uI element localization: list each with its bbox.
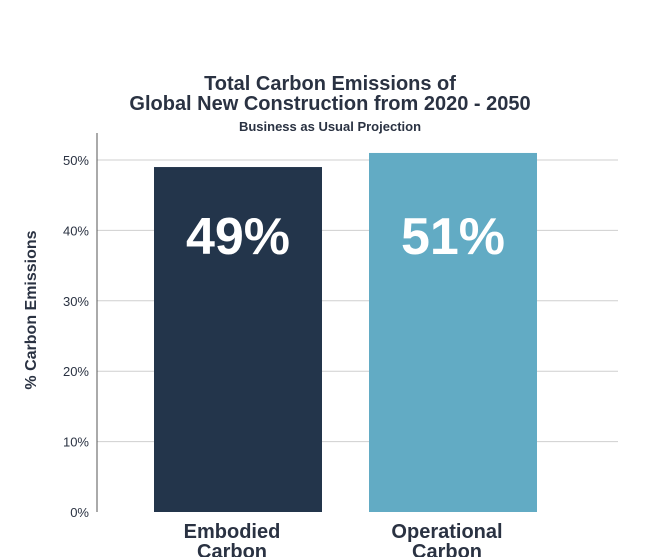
y-tick-label: 20%	[63, 364, 89, 379]
category-label: Carbon	[412, 541, 482, 557]
y-tick-label: 50%	[63, 153, 89, 168]
chart-title-line-2: Global New Construction from 2020 - 2050	[129, 93, 530, 115]
y-tick-labels: 0% 10% 20% 30% 40% 50%	[63, 153, 89, 520]
y-tick-label: 30%	[63, 294, 89, 309]
bar	[154, 167, 322, 513]
bar	[369, 152, 537, 512]
bar-data-labels: 49% 51%	[186, 208, 505, 266]
y-tick-label: 0%	[70, 505, 89, 520]
y-tick-label: 10%	[63, 435, 89, 450]
chart-subtitle: Business as Usual Projection	[239, 119, 421, 134]
y-axis-title: % Carbon Emissions	[23, 230, 40, 389]
bars	[154, 152, 537, 513]
bar-data-label: 51%	[401, 208, 505, 266]
category-label: Operational	[391, 521, 502, 543]
category-label: Carbon	[197, 541, 267, 557]
y-tick-label: 40%	[63, 223, 89, 238]
bar-data-label: 49%	[186, 208, 290, 266]
category-label: Embodied	[184, 521, 281, 543]
chart-title-line-1: Total Carbon Emissions of	[204, 73, 456, 95]
